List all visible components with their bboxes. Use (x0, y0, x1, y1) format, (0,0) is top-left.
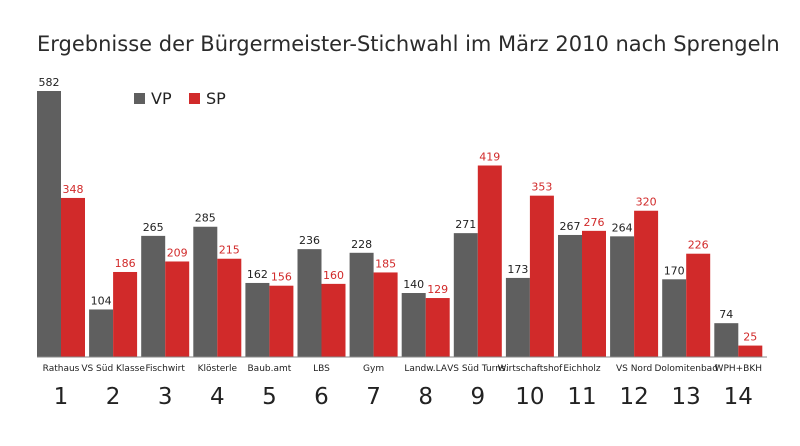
value-label-vp-1: 582 (39, 76, 60, 89)
value-label-sp-2: 186 (115, 257, 136, 270)
bar-sp-8 (425, 298, 450, 357)
category-label-4: Klösterle (198, 364, 238, 374)
category-labels: Rathaus VS Süd Klasse Fischwirt Klösterle Ba… (43, 364, 762, 374)
district-number-2: 2 (106, 384, 121, 410)
bar-sp-2 (113, 271, 138, 357)
bar-sp-13 (686, 253, 711, 357)
category-label-6: LBS (313, 364, 330, 374)
value-label-vp-10: 173 (507, 263, 528, 276)
district-number-8: 8 (418, 384, 433, 410)
bar-vp-3 (141, 235, 166, 357)
value-label-sp-7: 185 (375, 257, 396, 270)
category-label-3: Fischwirt (145, 364, 185, 374)
value-label-vp-12: 264 (612, 221, 633, 234)
bar-vp-9 (453, 233, 478, 357)
category-label-10: Wirtschaftshof (497, 364, 563, 374)
bar-vp-2 (89, 309, 114, 357)
category-label-13: Dolomitenbad (654, 364, 717, 374)
bar-sp-14 (738, 345, 763, 357)
bar-vp-14 (714, 323, 739, 357)
category-label-5: Baub.amt (248, 364, 292, 374)
legend: VP SP (134, 89, 226, 108)
district-number-9: 9 (470, 384, 485, 410)
district-number-4: 4 (210, 384, 225, 410)
bar-vp-12 (610, 236, 635, 357)
category-label-9: VS Süd Turns. (447, 364, 508, 374)
bar-sp-12 (634, 210, 659, 357)
district-number-13: 13 (672, 384, 701, 410)
legend-swatch-sp (189, 93, 200, 104)
value-label-vp-5: 162 (247, 268, 268, 281)
bar-vp-5 (245, 282, 270, 357)
district-number-11: 11 (567, 384, 596, 410)
category-label-2: VS Süd Klasse (81, 364, 145, 374)
district-number-14: 14 (724, 384, 753, 410)
bar-vp-11 (558, 234, 582, 357)
value-label-vp-13: 170 (664, 264, 685, 277)
bar-sp-7 (373, 272, 398, 357)
value-label-sp-12: 320 (636, 196, 657, 209)
value-label-vp-7: 228 (351, 238, 372, 251)
value-label-vp-3: 265 (143, 221, 164, 234)
district-number-5: 5 (262, 384, 277, 410)
bar-vp-13 (662, 279, 687, 357)
category-label-8: Landw.LA (404, 364, 448, 374)
value-label-sp-8: 129 (427, 283, 448, 296)
value-label-sp-6: 160 (323, 269, 344, 282)
bar-vp-8 (401, 293, 426, 357)
district-number-3: 3 (158, 384, 173, 410)
category-label-12: VS Nord (616, 364, 652, 374)
value-label-sp-3: 209 (167, 246, 188, 259)
value-label-sp-13: 226 (688, 239, 709, 252)
value-label-sp-5: 156 (271, 271, 292, 284)
bar-vp-10 (505, 277, 530, 357)
value-label-sp-11: 276 (584, 216, 605, 229)
value-label-vp-11: 267 (560, 220, 581, 233)
legend-label-sp: SP (206, 89, 226, 108)
value-label-sp-9: 419 (479, 150, 500, 163)
bar-vp-7 (349, 252, 374, 357)
bar-sp-9 (477, 165, 502, 357)
value-label-vp-2: 104 (91, 294, 112, 307)
district-number-1: 1 (54, 384, 69, 410)
bar-vp-6 (297, 249, 322, 357)
bar-vp-1 (37, 91, 61, 357)
district-numbers: 1 2 3 4 5 6 7 8 9 10 11 12 13 14 (54, 384, 753, 410)
bar-sp-1 (61, 197, 85, 357)
category-label-1: Rathaus (43, 364, 80, 374)
bar-sp-10 (529, 195, 554, 357)
bar-sp-5 (269, 285, 294, 357)
district-number-6: 6 (314, 384, 329, 410)
category-label-14: WPH+BKH (715, 364, 762, 374)
bar-sp-11 (582, 230, 606, 357)
value-label-vp-9: 271 (455, 218, 476, 231)
bar-sp-6 (321, 283, 346, 357)
value-label-vp-14: 74 (719, 308, 733, 321)
legend-label-vp: VP (151, 89, 172, 108)
value-label-sp-4: 215 (219, 244, 240, 257)
legend-swatch-vp (134, 93, 145, 104)
bar-vp-4 (193, 226, 218, 357)
district-number-7: 7 (366, 384, 381, 410)
chart-title: Ergebnisse der Bürgermeister-Stichwahl i… (37, 32, 780, 56)
category-label-7: Gym (363, 364, 384, 374)
bar-sp-3 (165, 261, 190, 357)
value-label-sp-1: 348 (63, 183, 84, 196)
value-label-sp-14: 25 (743, 331, 757, 344)
district-number-12: 12 (619, 384, 648, 410)
bar-sp-4 (217, 258, 242, 357)
value-label-vp-8: 140 (403, 278, 424, 291)
value-label-sp-10: 353 (531, 181, 552, 194)
value-label-vp-6: 236 (299, 234, 320, 247)
district-number-10: 10 (515, 384, 544, 410)
category-label-11: Eichholz (563, 364, 601, 374)
value-label-vp-4: 285 (195, 212, 216, 225)
